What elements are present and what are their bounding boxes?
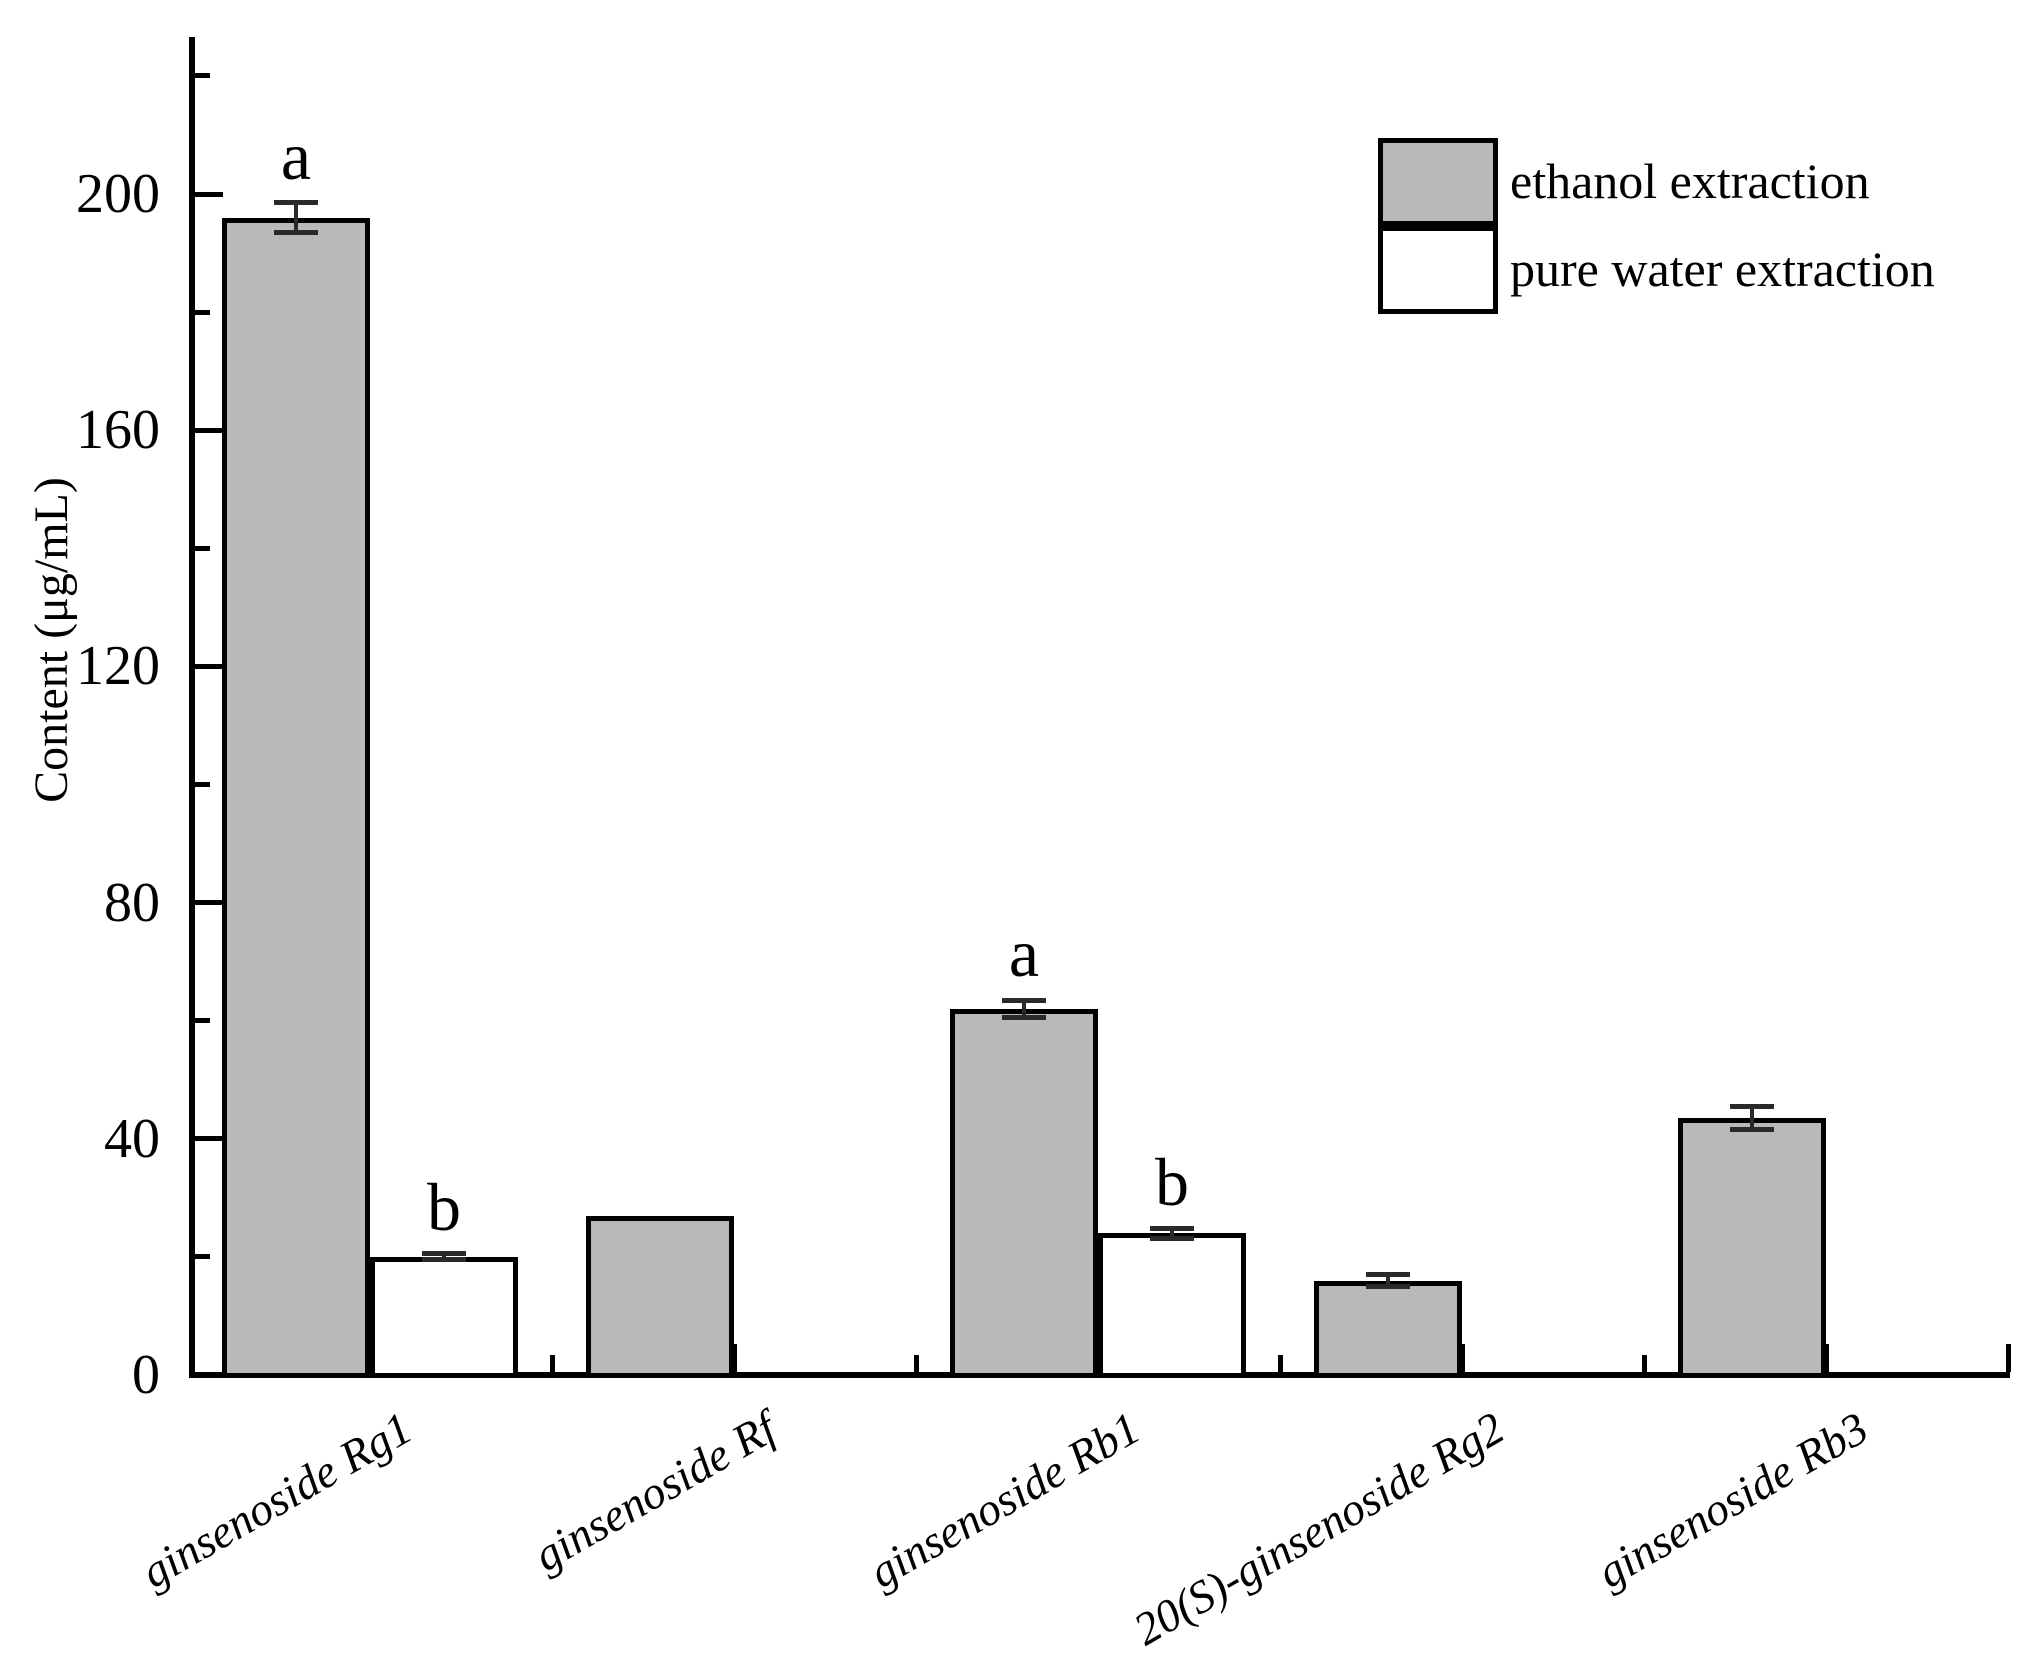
x-category-label: ginsenoside Rb3 bbox=[1588, 1402, 1877, 1598]
error-bar-cap-top bbox=[1366, 1272, 1410, 1278]
bar-ethanol-3 bbox=[950, 1008, 1098, 1378]
x-category-tick bbox=[1459, 1344, 1465, 1372]
x-minor-tick bbox=[549, 1355, 555, 1372]
error-bar-cap-bottom bbox=[422, 1257, 466, 1263]
y-minor-tick bbox=[195, 545, 210, 551]
x-axis-end-tick bbox=[2006, 1344, 2011, 1372]
x-minor-tick bbox=[913, 1355, 919, 1372]
y-tick-label: 120 bbox=[76, 635, 160, 698]
y-minor-tick bbox=[195, 782, 210, 787]
y-major-tick bbox=[195, 663, 223, 669]
error-bar bbox=[442, 1253, 446, 1260]
error-bar-cap-bottom bbox=[1366, 1283, 1410, 1289]
x-category-label: 20(S)-ginsenoside Rg2 bbox=[1125, 1402, 1513, 1656]
y-tick-label: 0 bbox=[132, 1344, 160, 1406]
error-bar-cap-top bbox=[1002, 997, 1046, 1003]
legend-swatch-pure-water bbox=[1378, 226, 1498, 314]
x-category-tick bbox=[1823, 1344, 1829, 1372]
error-bar bbox=[1750, 1106, 1754, 1130]
error-bar-cap-bottom bbox=[1730, 1127, 1774, 1133]
error-bar-cap-top bbox=[274, 200, 318, 206]
x-minor-tick bbox=[1641, 1355, 1647, 1372]
y-major-tick bbox=[195, 191, 223, 197]
x-category-label: ginsenoside Rb1 bbox=[860, 1402, 1149, 1598]
error-bar-cap-top bbox=[1150, 1226, 1194, 1232]
error-bar-cap-top bbox=[1730, 1103, 1774, 1109]
y-major-tick bbox=[195, 427, 223, 433]
y-tick-label: 40 bbox=[104, 1107, 160, 1170]
y-minor-tick bbox=[195, 73, 210, 79]
error-bar bbox=[1386, 1274, 1390, 1287]
error-bar-cap-bottom bbox=[274, 229, 318, 235]
x-category-tick bbox=[731, 1344, 737, 1372]
error-bar-cap-bottom bbox=[1002, 1015, 1046, 1021]
x-category-label: ginsenoside Rf bbox=[525, 1402, 785, 1581]
legend-label-ethanol: ethanol extraction bbox=[1510, 153, 1870, 209]
y-axis-line bbox=[189, 37, 195, 1378]
x-category-label: ginsenoside Rg1 bbox=[132, 1402, 421, 1598]
significance-letter: b bbox=[427, 1168, 461, 1245]
x-minor-tick bbox=[1277, 1355, 1283, 1372]
bar-water-1 bbox=[370, 1256, 518, 1378]
bar-ethanol-5 bbox=[1678, 1118, 1826, 1378]
error-bar-cap-top bbox=[422, 1251, 466, 1257]
significance-letter: b bbox=[1155, 1143, 1189, 1220]
error-bar-cap-bottom bbox=[1150, 1235, 1194, 1241]
error-bar bbox=[1170, 1228, 1174, 1238]
error-bar bbox=[1022, 1000, 1026, 1018]
legend-label-pure-water: pure water extraction bbox=[1510, 241, 1935, 297]
legend-swatch-ethanol bbox=[1378, 138, 1498, 226]
bar-ethanol-2 bbox=[586, 1215, 734, 1378]
error-bar bbox=[294, 202, 298, 233]
y-major-tick bbox=[195, 1136, 223, 1142]
y-minor-tick bbox=[195, 1018, 210, 1024]
bar-ethanol-4 bbox=[1314, 1280, 1462, 1378]
y-major-tick bbox=[195, 900, 223, 906]
significance-letter: a bbox=[280, 117, 312, 194]
significance-letter: a bbox=[1008, 915, 1040, 992]
y-tick-label: 160 bbox=[76, 399, 160, 462]
y-tick-label: 200 bbox=[76, 163, 160, 225]
y-tick-label: 80 bbox=[104, 871, 160, 934]
bar-water-3 bbox=[1098, 1233, 1246, 1378]
y-minor-tick bbox=[195, 309, 210, 315]
bar-ethanol-1 bbox=[222, 217, 370, 1378]
y-minor-tick bbox=[195, 1254, 210, 1260]
